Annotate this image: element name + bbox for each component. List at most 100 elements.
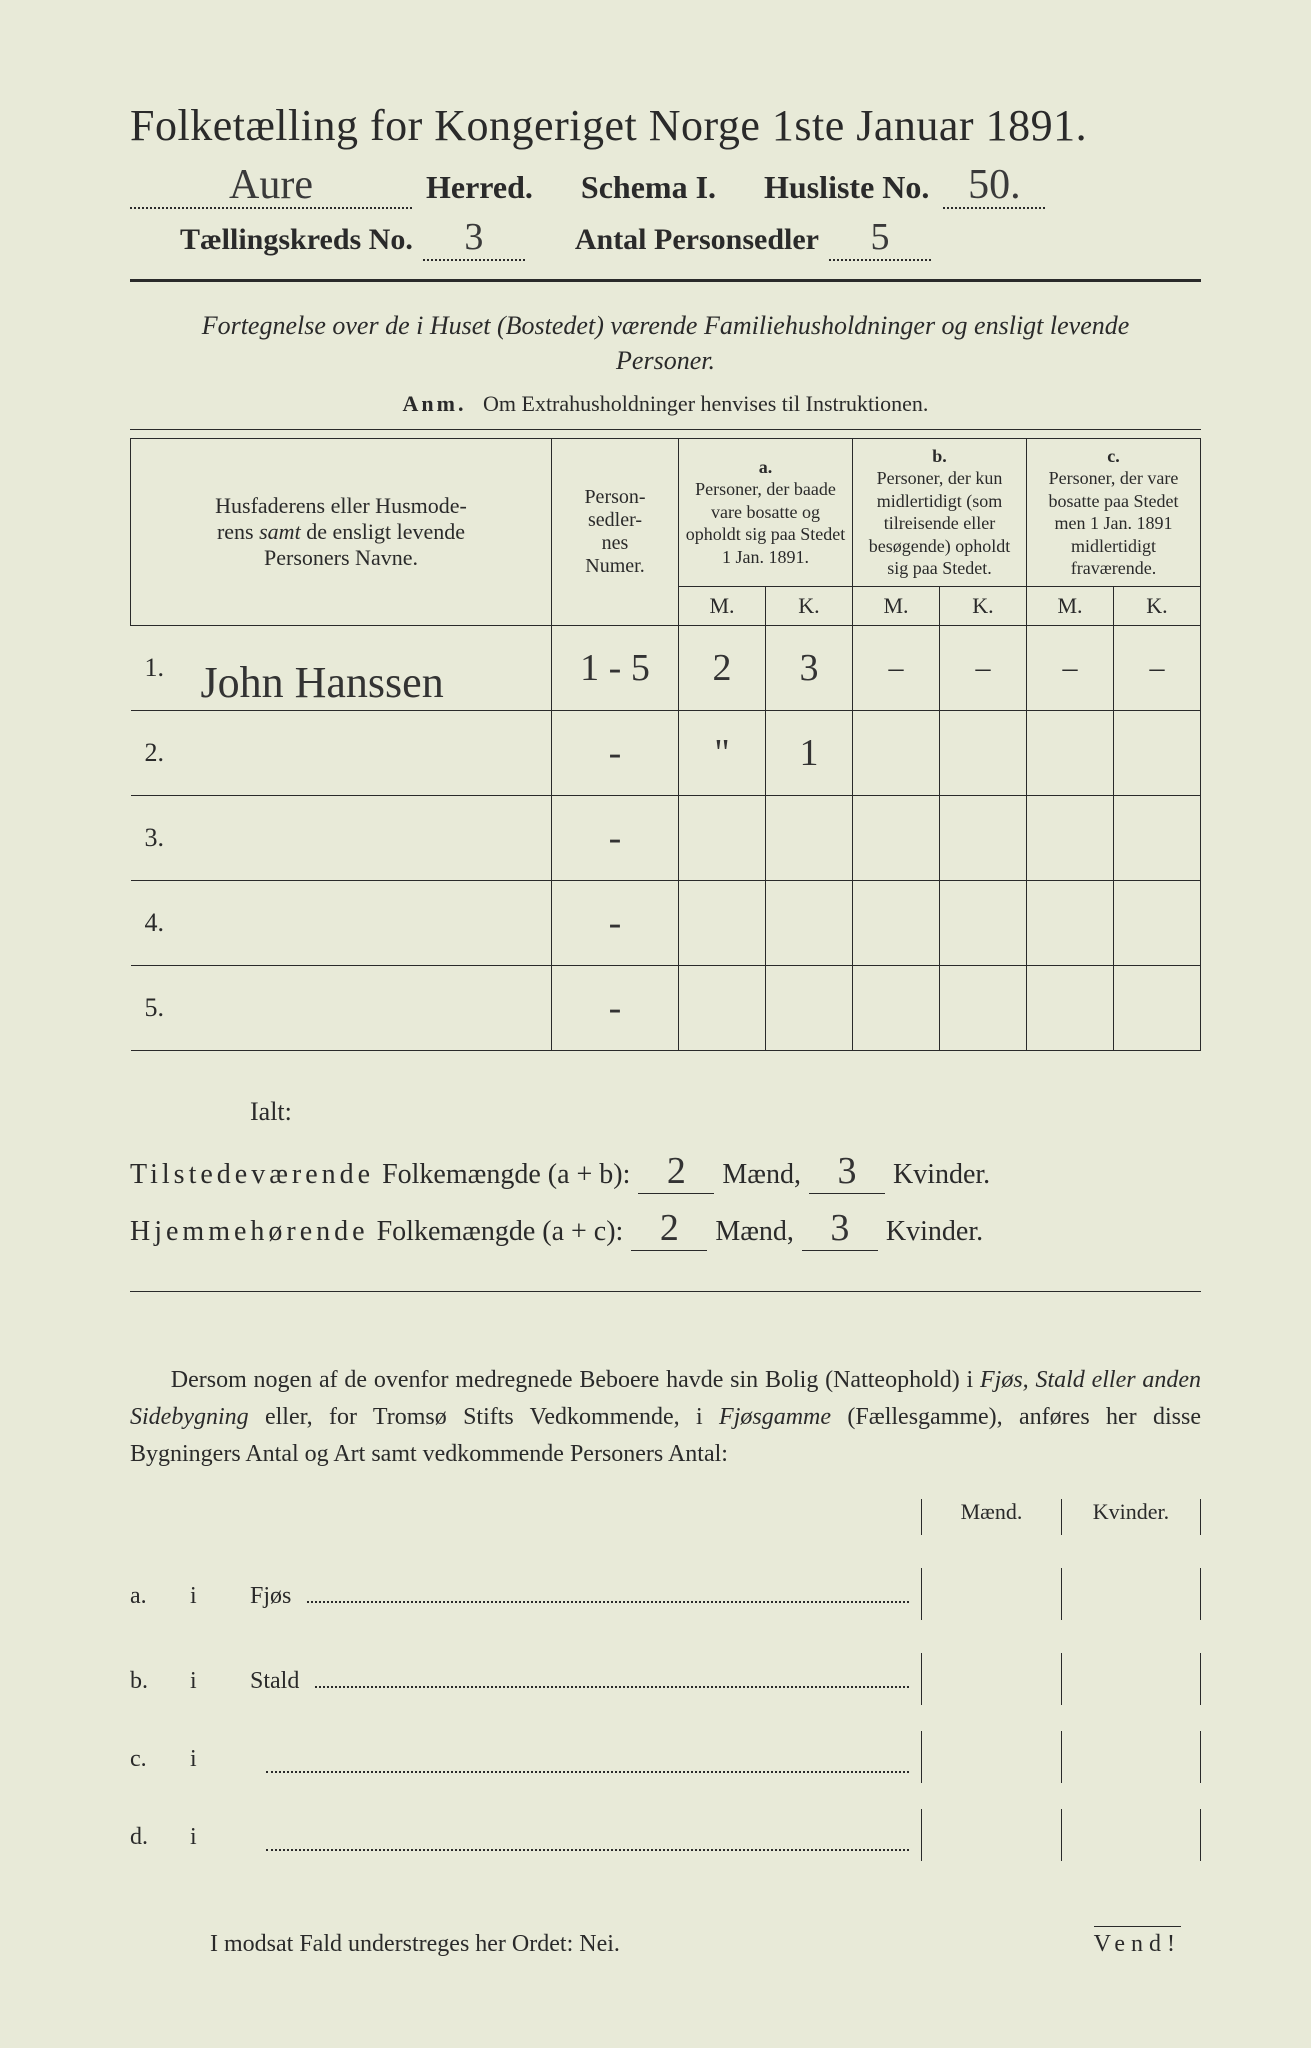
- c-k: [1114, 710, 1201, 795]
- ialt-label: Ialt:: [250, 1097, 1201, 1127]
- col-c-m: M.: [1027, 586, 1114, 625]
- name-cell: [193, 880, 552, 965]
- totals-block: Ialt: Tilstedeværende Folkemængde (a + b…: [130, 1097, 1201, 1251]
- antal-label: Antal Personsedler: [575, 223, 819, 257]
- b-m: [853, 710, 940, 795]
- divider: [130, 279, 1201, 282]
- kreds-value: 3: [464, 216, 483, 258]
- numer-cell: -: [552, 710, 679, 795]
- header-line-3: Tællingskreds No. 3 Antal Personsedler 5: [130, 223, 1201, 261]
- husliste-value: 50.: [968, 162, 1021, 208]
- husliste-label: Husliste No.: [764, 169, 929, 206]
- lower-hdr-k: Kvinder.: [1061, 1499, 1201, 1535]
- header-line-2: Aure Herred. Schema I. Husliste No. 50.: [130, 169, 1201, 209]
- lower-label: Fjøs: [250, 1561, 921, 1620]
- c-k: [1114, 880, 1201, 965]
- row1-label: Tilstedeværende: [130, 1159, 374, 1191]
- name-cell: [193, 710, 552, 795]
- lower-i: i: [190, 1814, 250, 1861]
- name-cell: [193, 965, 552, 1050]
- lower-k: [1061, 1809, 1201, 1861]
- lower-letter: a.: [130, 1573, 190, 1620]
- row-number: 5.: [131, 965, 193, 1050]
- vend-label: Vend!: [1094, 1926, 1181, 1958]
- kreds-label: Tællingskreds No.: [180, 223, 413, 257]
- lower-letter: b.: [130, 1658, 190, 1705]
- table-row: 2. -"1: [131, 710, 1201, 795]
- c-m: [1027, 710, 1114, 795]
- c-m: [1027, 795, 1114, 880]
- lower-letter: d.: [130, 1814, 190, 1861]
- a-k: [766, 880, 853, 965]
- kvinder-label: Kvinder.: [893, 1159, 990, 1191]
- col-a-k: K.: [766, 586, 853, 625]
- anm-label: Anm.: [403, 391, 467, 416]
- herred-value: Aure: [229, 162, 313, 208]
- lower-i: i: [190, 1736, 250, 1783]
- col-group-c: c. Personer, der vare bosatte paa Stedet…: [1027, 438, 1201, 586]
- maend-label: Mænd,: [722, 1159, 801, 1191]
- b-m: [853, 965, 940, 1050]
- table-row: 5. -: [131, 965, 1201, 1050]
- numer-cell: -: [552, 795, 679, 880]
- lower-m: [921, 1731, 1061, 1783]
- c-k: [1114, 965, 1201, 1050]
- a-k: 3: [766, 625, 853, 710]
- c-m: [1027, 880, 1114, 965]
- a-m: [679, 965, 766, 1050]
- page-title: Folketælling for Kongeriget Norge 1ste J…: [130, 100, 1201, 151]
- b-k: [940, 795, 1027, 880]
- a-k: [766, 795, 853, 880]
- lower-table: Mænd. Kvinder.: [130, 1499, 1201, 1535]
- r2-m: 2: [660, 1207, 679, 1249]
- b-k: [940, 710, 1027, 795]
- kvinder-label-2: Kvinder.: [886, 1216, 983, 1248]
- census-table: Husfaderens eller Husmode-rens samt de e…: [130, 438, 1201, 1051]
- total-row-1: Tilstedeværende Folkemængde (a + b): 2 M…: [130, 1149, 1201, 1194]
- col-group-a: a. Personer, der baade vare bosatte og o…: [679, 438, 853, 586]
- b-m: [853, 880, 940, 965]
- divider-thin: [130, 429, 1201, 430]
- lower-m: [921, 1809, 1061, 1861]
- r2-k: 3: [830, 1207, 849, 1249]
- lower-row: a.iFjøs: [130, 1561, 1201, 1620]
- col-names: Husfaderens eller Husmode-rens samt de e…: [131, 438, 552, 625]
- subtitle: Fortegnelse over de i Huset (Bostedet) v…: [190, 308, 1141, 378]
- total-row-2: Hjemmehørende Folkemængde (a + c): 2 Mæn…: [130, 1206, 1201, 1251]
- lower-row: b.iStald: [130, 1646, 1201, 1705]
- a-m: ": [679, 710, 766, 795]
- c-m: [1027, 965, 1114, 1050]
- lower-letter: c.: [130, 1736, 190, 1783]
- row-number: 1.: [131, 625, 193, 710]
- lower-k: [1061, 1568, 1201, 1620]
- herred-label: Herred.: [426, 169, 533, 206]
- b-k: –: [940, 625, 1027, 710]
- a-k: 1: [766, 710, 853, 795]
- lower-label: [250, 1809, 921, 1861]
- maend-label-2: Mænd,: [715, 1216, 794, 1248]
- c-k: [1114, 795, 1201, 880]
- a-k: [766, 965, 853, 1050]
- row2-rest: Folkemængde (a + c):: [377, 1216, 624, 1248]
- col-b-k: K.: [940, 586, 1027, 625]
- c-k: –: [1114, 625, 1201, 710]
- lower-m: [921, 1568, 1061, 1620]
- numer-cell: -: [552, 965, 679, 1050]
- table-row: 3.-: [131, 795, 1201, 880]
- table-row: 1.John Hanssen1 - 523––––: [131, 625, 1201, 710]
- row-number: 2.: [131, 710, 193, 795]
- a-m: 2: [679, 625, 766, 710]
- lower-k: [1061, 1731, 1201, 1783]
- lower-i: i: [190, 1573, 250, 1620]
- col-numer: Person-sedler-nesNumer.: [552, 438, 679, 625]
- b-k: [940, 965, 1027, 1050]
- schema-label: Schema I.: [581, 169, 716, 206]
- document-page: Folketælling for Kongeriget Norge 1ste J…: [0, 0, 1311, 2048]
- paragraph: Dersom nogen af de ovenfor medregnede Be…: [130, 1362, 1201, 1474]
- col-group-b: b. Personer, der kun midlertidigt (som t…: [853, 438, 1027, 586]
- lower-label: Stald: [250, 1646, 921, 1705]
- name-cell: [193, 795, 552, 880]
- anm-line: Anm. Om Extrahusholdninger henvises til …: [130, 391, 1201, 417]
- numer-cell: -: [552, 880, 679, 965]
- b-k: [940, 880, 1027, 965]
